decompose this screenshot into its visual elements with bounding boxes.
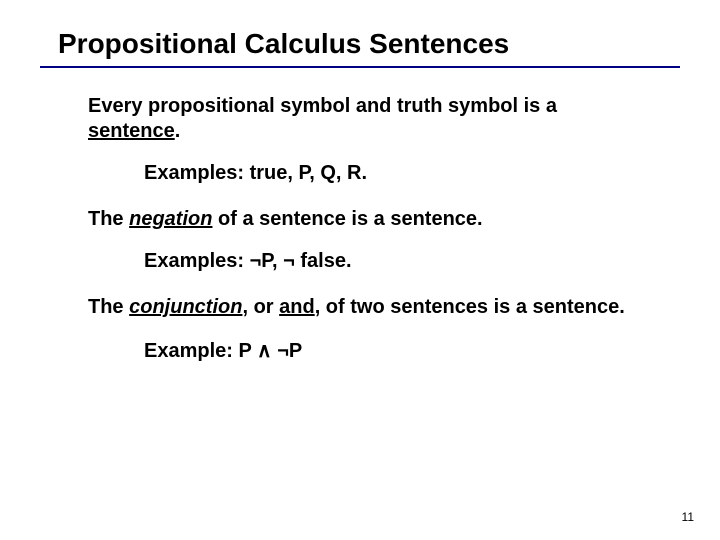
p2-text-c: of a sentence is a sentence. xyxy=(212,208,482,230)
p1-text-c: . xyxy=(175,120,181,142)
p1-term-sentence: sentence xyxy=(88,120,175,142)
slide-title: Propositional Calculus Sentences xyxy=(58,28,680,60)
example-2: Examples: ¬P, ¬ false. xyxy=(144,250,640,273)
paragraph-3: The conjunction, or and, of two sentence… xyxy=(88,295,640,320)
title-underline xyxy=(40,66,680,68)
p3-text-c: , or xyxy=(242,296,279,318)
example-3: Example: P ∧ ¬P xyxy=(144,338,640,363)
p2-text-a: The xyxy=(88,208,129,230)
p3-text-e: , of two sentences is a sentence. xyxy=(315,296,625,318)
p3-text-a: The xyxy=(88,296,129,318)
page-number: 11 xyxy=(682,510,694,524)
p2-term-negation: negation xyxy=(129,208,212,230)
p3-term-conjunction: conjunction xyxy=(129,296,242,318)
paragraph-1: Every propositional symbol and truth sym… xyxy=(88,94,640,144)
slide: Propositional Calculus Sentences Every p… xyxy=(0,0,720,363)
paragraph-2: The negation of a sentence is a sentence… xyxy=(88,207,640,232)
slide-content: Every propositional symbol and truth sym… xyxy=(40,94,680,363)
p3-term-and: and xyxy=(279,296,315,318)
p1-text-a: Every propositional symbol and truth sym… xyxy=(88,95,557,117)
example-1: Examples: true, P, Q, R. xyxy=(144,162,640,185)
